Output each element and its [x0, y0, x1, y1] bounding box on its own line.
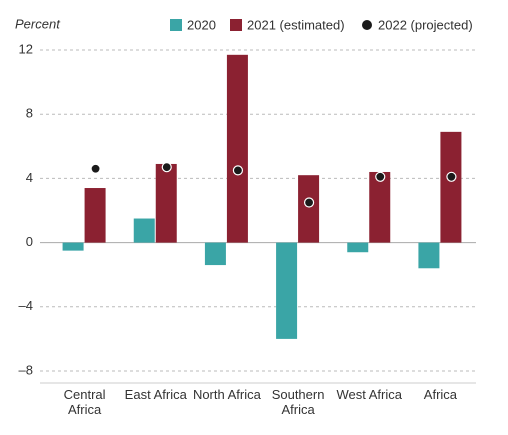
bar — [298, 175, 320, 243]
y-tick-label: –4 — [19, 298, 33, 313]
y-tick-label: 12 — [19, 41, 33, 56]
x-tick-label: East Africa — [124, 387, 187, 402]
y-tick-label: 8 — [26, 106, 33, 121]
bar — [155, 163, 177, 243]
x-tick-label: North Africa — [192, 387, 261, 402]
legend-label: 2022 (projected) — [378, 17, 473, 32]
legend-swatch — [170, 19, 182, 31]
bar — [204, 242, 226, 266]
x-tick-label: Central Africa — [63, 387, 106, 417]
point — [375, 171, 386, 182]
point — [90, 163, 101, 174]
legend-label: 2020 — [187, 17, 216, 32]
bar — [440, 131, 462, 243]
bar — [226, 54, 248, 243]
legend-label: 2021 (estimated) — [247, 17, 345, 32]
bar — [347, 242, 369, 253]
bar — [133, 218, 155, 243]
bar — [276, 242, 298, 339]
bar — [62, 242, 84, 251]
legend-swatch — [362, 20, 372, 30]
bar — [369, 171, 391, 243]
x-tick-label: Southern Africa — [271, 387, 325, 417]
point — [161, 162, 172, 173]
point — [303, 197, 315, 208]
y-tick-label: 4 — [26, 170, 33, 185]
bar — [84, 188, 106, 243]
bar — [418, 242, 440, 269]
y-tick-label: –8 — [19, 362, 33, 377]
x-tick-label: Africa — [423, 387, 458, 402]
x-tick-label: West Africa — [336, 387, 402, 402]
legend-swatch — [230, 19, 242, 31]
y-tick-label: 0 — [26, 234, 33, 249]
point — [446, 171, 457, 182]
point — [232, 165, 244, 176]
y-axis-label: Percent — [15, 16, 61, 31]
